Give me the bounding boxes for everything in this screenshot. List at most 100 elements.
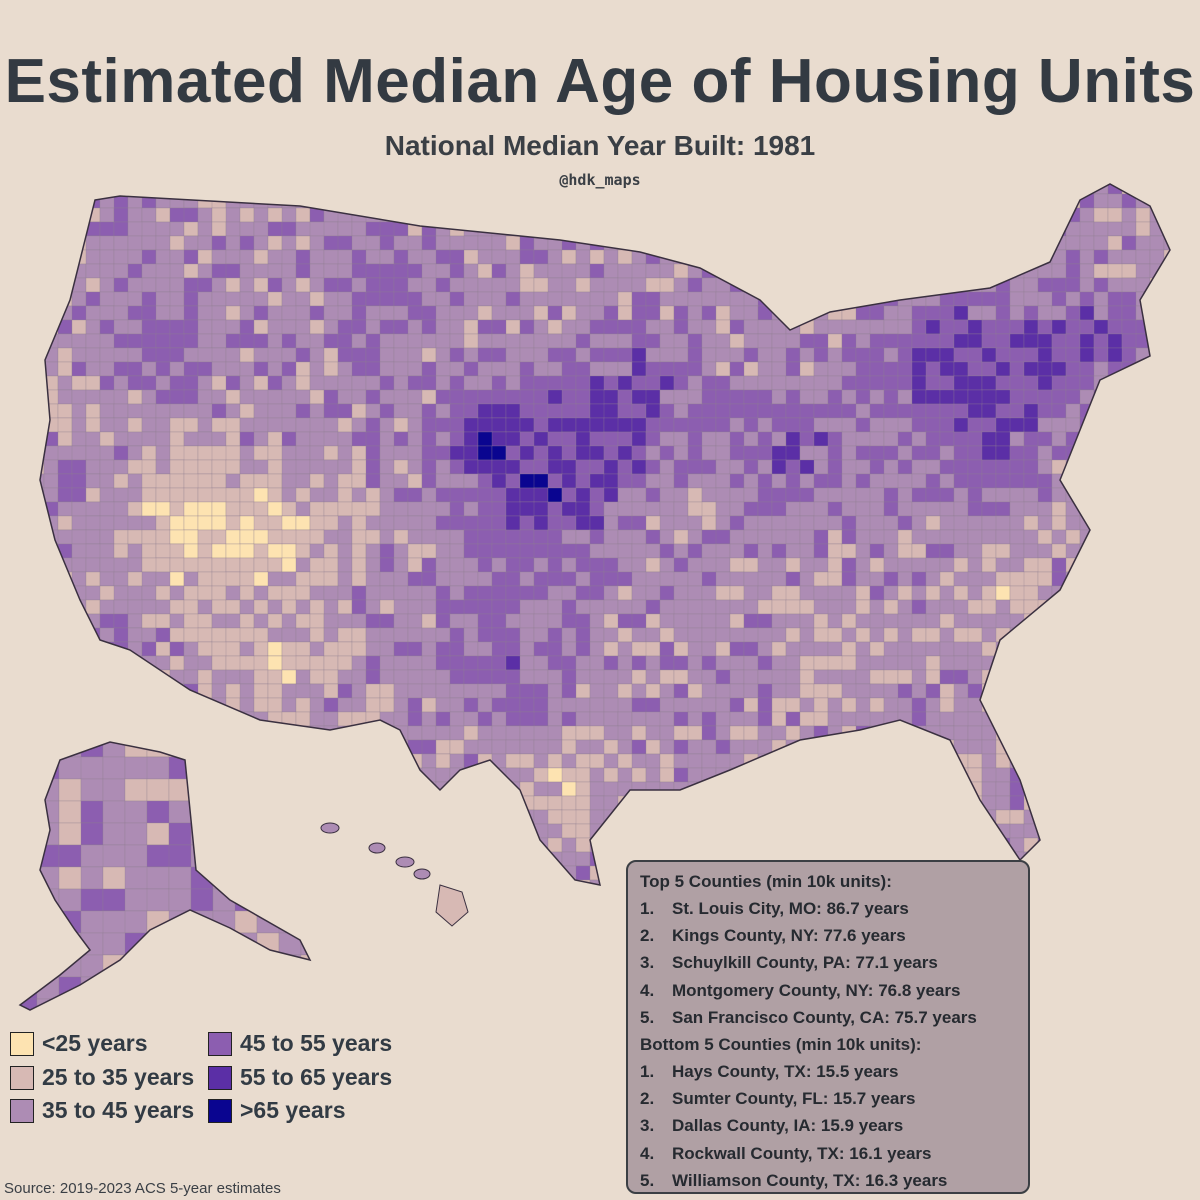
county-cell [953,389,969,405]
county-cell [855,305,871,321]
county-cell [71,207,87,223]
county-cell [309,753,325,769]
county-cell [561,837,577,853]
county-cell [323,333,339,349]
county-cell [785,725,801,741]
county-cell [1178,740,1192,754]
county-cell [659,193,675,209]
county-cell [1164,894,1178,908]
county-cell [617,683,633,699]
county-cell [253,361,269,377]
county-cell [981,403,997,419]
county-cell [547,627,563,643]
county-cell [855,235,871,251]
county-cell [169,697,185,713]
county-cell [589,529,605,545]
county-cell [239,823,269,839]
county-cell [645,753,661,769]
county-cell [1009,361,1025,377]
county-cell [365,669,381,685]
county-cell [239,557,255,573]
county-cell [1037,781,1053,797]
county-cell [491,403,507,419]
county-cell [1051,669,1067,685]
county-cell [519,375,535,391]
author-handle: @hdk_maps [559,171,641,189]
county-cell [883,655,899,671]
county-cell [715,795,731,811]
county-cell [883,753,899,769]
county-cell [631,487,647,503]
county-cell [477,515,493,531]
county-cell [71,417,87,433]
county-cell [1079,627,1095,643]
county-cell [953,193,969,209]
county-cell [729,795,745,811]
county-cell [1079,879,1095,885]
county-cell [40,599,45,615]
county-cell [1009,599,1025,615]
county-cell [183,445,199,461]
county-cell [1150,894,1164,908]
county-cell [323,809,339,825]
county-cell [981,781,997,797]
county-cell [127,291,143,307]
county-cell [491,375,507,391]
county-cell [953,529,969,545]
county-cell [127,235,143,251]
county-cell [729,585,745,601]
county-cell [211,865,241,881]
county-cell [645,739,661,755]
county-cell [57,669,73,685]
county-cell [57,501,73,517]
county-cell [323,193,339,209]
county-cell [1135,809,1151,825]
county-cell [533,305,549,321]
county-cell [673,795,689,811]
county-cell [1135,515,1165,531]
county-cell [190,866,214,890]
county-cell [715,627,731,643]
county-cell [113,459,129,475]
county-cell [757,487,773,503]
legend-label: 25 to 35 years [42,1064,195,1090]
county-cell [897,627,913,643]
county-cell [799,627,815,643]
county-cell [827,184,857,195]
rank-number: 4. [640,1143,655,1163]
county-cell [337,837,353,853]
county-cell [1009,403,1025,419]
county-cell [1023,781,1039,797]
county-cell [1178,306,1200,320]
county-cell [617,207,633,223]
county-cell [146,998,170,1010]
county-cell [43,291,59,307]
county-cell [1149,585,1170,601]
county-cell [337,291,353,307]
county-cell [1107,473,1123,489]
county-cell [505,781,521,797]
county-cell [897,347,913,363]
county-cell [785,235,801,251]
county-cell [1178,628,1192,642]
county-cell [40,697,45,713]
county-cell [183,599,199,615]
county-cell [168,742,192,758]
county-cell [80,800,104,824]
county-cell [1065,655,1095,671]
county-cell [841,184,857,195]
county-cell [407,277,423,293]
county-cell [617,585,633,601]
county-cell [1178,656,1200,670]
county-cell [897,193,927,209]
county-cell [463,277,479,293]
county-cell [953,501,969,517]
county-cell [547,361,563,377]
county-cell [379,473,395,489]
county-cell [323,445,339,461]
county-cell [267,767,283,783]
county-cell [190,998,214,1010]
county-cell [267,725,297,741]
county-cell [505,459,521,475]
county-cell [225,641,241,657]
